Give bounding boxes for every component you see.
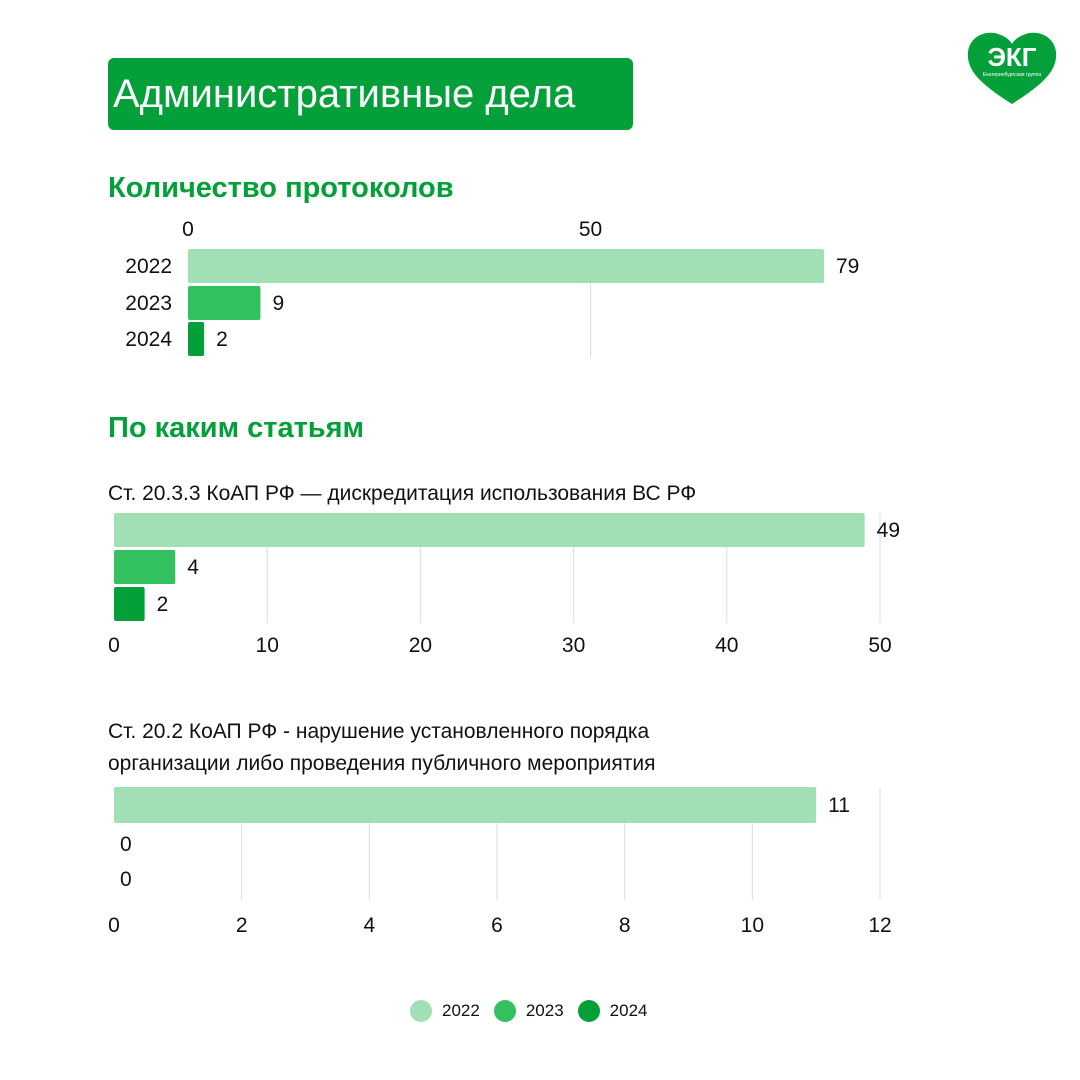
bar-2023 <box>188 286 261 320</box>
legend-label-2024: 2024 <box>609 1001 648 1020</box>
data-label-2024: 2 <box>216 328 228 351</box>
data-label-2023: 9 <box>272 292 284 315</box>
bar-2023 <box>114 550 176 584</box>
data-label-2024: 2 <box>157 593 169 616</box>
data-label-2024: 0 <box>120 868 132 891</box>
tick-label-10: 10 <box>741 914 764 937</box>
tick-label-0: 0 <box>108 914 120 937</box>
legend-item-2023: 2023 <box>493 1000 564 1022</box>
bar-2024 <box>114 587 145 621</box>
section-title-protocols: Количество протоколов <box>108 172 454 204</box>
category-label-2024: 2024 <box>125 328 172 351</box>
section-title-articles: По каким статьям <box>108 412 364 444</box>
tick-label-0: 0 <box>108 634 120 657</box>
category-label-2023: 2023 <box>125 292 172 315</box>
tick-label-2: 2 <box>236 914 248 937</box>
chart3-title-line2: организации либо проведения публичного м… <box>108 752 656 775</box>
data-label-2023: 4 <box>187 556 199 579</box>
legend-label-2023: 2023 <box>525 1001 564 1020</box>
tick-label-10: 10 <box>256 634 279 657</box>
legend-item-2024: 2024 <box>577 1000 648 1022</box>
legend-dot-2024 <box>577 1000 600 1022</box>
data-label-2022: 11 <box>828 794 850 817</box>
legend: 2022 2023 2024 <box>410 1000 647 1022</box>
logo-subtext: Екатеринбургская группа <box>983 72 1041 78</box>
tick-label-4: 4 <box>363 914 375 937</box>
tick-label-50: 50 <box>579 218 602 241</box>
bar-2022 <box>114 787 817 823</box>
data-label-2022: 79 <box>836 255 859 278</box>
bar-2022 <box>114 513 865 547</box>
bar-2024 <box>188 322 205 356</box>
bar-2022 <box>188 249 824 283</box>
tick-label-12: 12 <box>868 914 891 937</box>
tick-label-6: 6 <box>491 914 503 937</box>
tick-label-8: 8 <box>619 914 631 937</box>
tick-label-40: 40 <box>715 634 738 657</box>
protocols-chart: 0 50 79 2022 9 2023 2 2024 <box>125 218 859 357</box>
chart3-title: Ст. 20.2 КоАП РФ - нарушение установленн… <box>108 716 656 780</box>
legend-label-2022: 2022 <box>442 1001 480 1020</box>
legend-dot-2023 <box>493 1000 516 1022</box>
chart3-title-line1: Ст. 20.2 КоАП РФ - нарушение установленн… <box>108 720 650 743</box>
category-label-2022: 2022 <box>125 255 172 278</box>
legend-item-2022: 2022 <box>410 1000 480 1022</box>
article-20-3-3-chart: 0 10 20 30 40 50 49 42 <box>108 513 900 657</box>
data-label-2022: 49 <box>877 519 900 542</box>
tick-label-50: 50 <box>868 634 891 657</box>
logo-text: ЭКГ <box>987 42 1036 72</box>
tick-label-30: 30 <box>562 634 585 657</box>
chart2-title: Ст. 20.3.3 КоАП РФ — дискредитация испол… <box>108 482 697 505</box>
legend-dot-2022 <box>410 1000 432 1022</box>
tick-label-20: 20 <box>409 634 432 657</box>
data-label-2023: 0 <box>120 833 132 856</box>
tick-label-0: 0 <box>182 218 194 241</box>
logo-heart-icon: ЭКГ Екатеринбургская группа <box>967 32 1057 104</box>
page-title: Административные дела <box>108 58 633 130</box>
